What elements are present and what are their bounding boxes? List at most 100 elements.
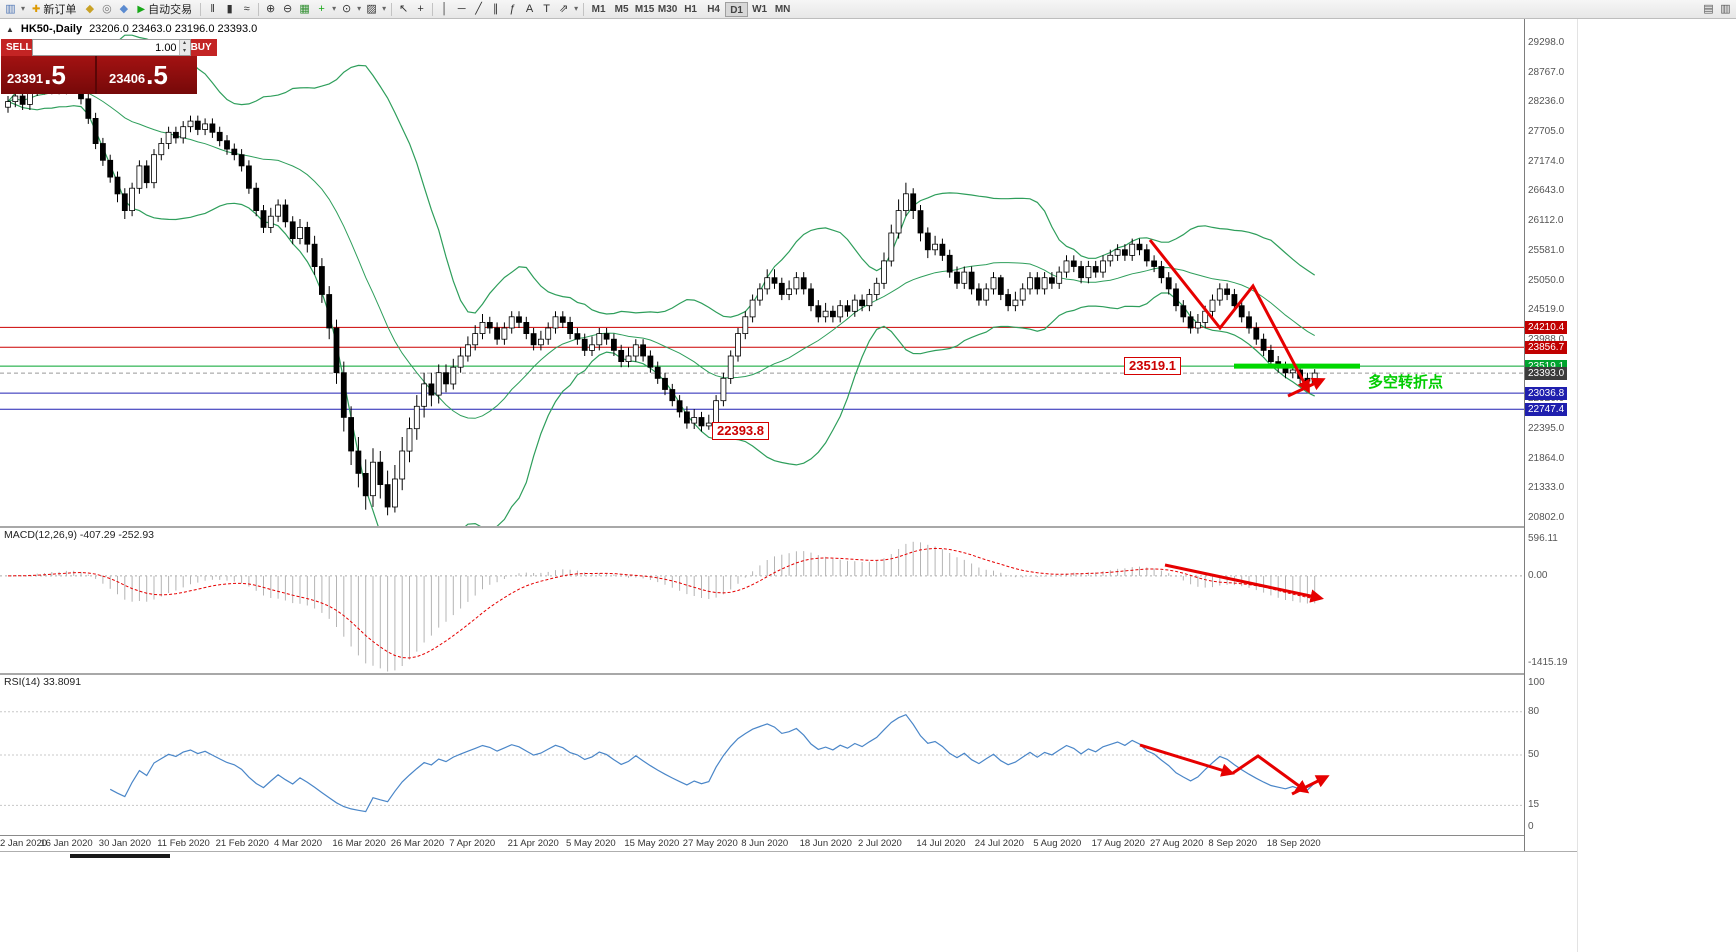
buy-price[interactable]: 23406 .5 — [97, 56, 197, 94]
main-chart-canvas[interactable] — [0, 19, 1524, 526]
templates-icon[interactable]: ▨ — [366, 3, 377, 15]
timeframe-d1[interactable]: D1 — [725, 1, 749, 17]
horizontal-scrollbar-thumb[interactable] — [70, 854, 170, 858]
pane-divider[interactable] — [0, 673, 1524, 675]
volume-input[interactable] — [32, 40, 179, 55]
vertical-line-icon[interactable]: │ — [441, 3, 449, 15]
new-order-button[interactable]: ✚ 新订单 — [27, 1, 81, 17]
chart-window[interactable]: ▲ HK50-,Daily 23206.0 23463.0 23196.0 23… — [0, 19, 1524, 851]
red-trend-arrow[interactable] — [1232, 754, 1310, 794]
turning-point-annotation[interactable]: 多空转折点 — [1368, 374, 1444, 391]
timeframe-w1[interactable]: W1 — [752, 3, 768, 15]
timeframe-h1[interactable]: H1 — [684, 3, 697, 15]
timeframe-m15[interactable]: M15 — [634, 3, 655, 15]
indicators-icon[interactable]: + — [318, 3, 325, 15]
macd-canvas[interactable] — [0, 528, 1524, 673]
candle-body — [231, 148, 238, 156]
red-trend-arrow[interactable] — [1139, 743, 1235, 777]
rsi-line — [109, 713, 1316, 813]
date-axis[interactable]: 2 Jan 2020 16 Jan 2020 30 Jan 2020 11 Feb 2… — [0, 836, 1524, 851]
date-label: 16 Mar 2020 — [332, 838, 386, 849]
scale-label: 24519.0 — [1528, 304, 1565, 316]
arrows-dropdown-icon[interactable]: ▾ — [574, 4, 579, 13]
depth-of-market-icon[interactable]: ▤ — [1703, 3, 1714, 15]
candle-body — [735, 333, 741, 357]
candle-body — [866, 294, 873, 307]
text-icon[interactable]: A — [525, 3, 534, 15]
candle-body — [340, 372, 347, 418]
chart-list-dropdown-icon[interactable]: ▾ — [20, 4, 25, 13]
timeframe-h4[interactable]: H4 — [707, 3, 720, 15]
candle-body — [479, 321, 486, 334]
rsi-pane[interactable]: RSI(14) 33.8091 — [0, 675, 1524, 835]
fibonacci-icon[interactable]: ƒ — [509, 3, 516, 15]
candle-body — [698, 417, 705, 427]
candle-body — [224, 140, 230, 150]
indicators-dropdown-icon[interactable]: ▾ — [332, 4, 337, 13]
periods-icon[interactable]: ⊙ — [341, 3, 352, 15]
macd-pane[interactable]: MACD(12,26,9) -407.29 -252.93 — [0, 528, 1524, 673]
equidistant-channel-icon[interactable]: ∥ — [492, 3, 499, 15]
volume-up-button[interactable]: ▴ — [178, 40, 190, 48]
horizontal-line-icon[interactable]: ─ — [457, 3, 466, 15]
popup-prices-icon[interactable]: ▥ — [1720, 3, 1731, 15]
candle-body — [289, 221, 296, 240]
scale-label: 15 — [1528, 799, 1540, 811]
rsi-canvas[interactable] — [0, 675, 1524, 835]
candle-body — [559, 316, 566, 323]
cursor-icon[interactable]: ↖ — [398, 3, 409, 15]
arrows-icon[interactable]: ⇗ — [558, 3, 569, 15]
candle-body — [676, 400, 683, 413]
sell-price[interactable]: 23391 .5 — [1, 56, 97, 94]
scale-label: 0 — [1528, 821, 1534, 832]
candle-body — [253, 187, 260, 211]
alerts-icon[interactable]: ◆ — [119, 3, 129, 15]
price-scale[interactable]: 29298.0 28767.0 28236.0 27705.0 27174.0 26643… — [1524, 19, 1577, 851]
volume-down-button[interactable]: ▾ — [178, 47, 190, 55]
scale-label: 25581.0 — [1528, 244, 1565, 256]
trendline-icon[interactable]: ╱ — [475, 3, 482, 15]
crosshair-icon[interactable]: + — [417, 3, 424, 15]
candle-body — [1063, 260, 1070, 273]
sell-button[interactable]: SELL — [1, 39, 32, 56]
price-annotation-22393[interactable]: 22393.8 — [712, 422, 769, 440]
timeframe-m5[interactable]: M5 — [614, 3, 629, 15]
line-chart-icon[interactable]: ≈ — [243, 3, 250, 15]
price-annotation-23519[interactable]: 23519.1 — [1124, 357, 1181, 375]
zoom-out-icon[interactable]: ⊖ — [282, 3, 293, 15]
bar-chart-icon[interactable]: ‖ — [210, 3, 215, 15]
candle-body — [1238, 305, 1245, 318]
red-trend-arrow[interactable] — [1148, 239, 1310, 394]
auto-trading-button[interactable]: ▶ 自动交易 — [132, 1, 197, 17]
red-trend-arrow[interactable] — [1291, 775, 1330, 796]
pane-divider[interactable] — [0, 526, 1524, 528]
one-click-collapse-icon[interactable]: ▲ — [6, 24, 14, 34]
timeframe-mn[interactable]: MN — [774, 3, 791, 15]
candle-body — [1129, 243, 1136, 256]
tile-windows-icon[interactable]: ▦ — [299, 3, 310, 15]
buy-button[interactable]: BUY — [190, 39, 217, 56]
timeframe-m30[interactable]: M30 — [657, 3, 678, 15]
search-icon[interactable]: ◎ — [102, 3, 112, 15]
mql-community-icon[interactable]: ◆ — [85, 3, 95, 15]
candle-body — [851, 299, 858, 312]
red-trend-arrow[interactable] — [1287, 377, 1326, 398]
candle-body — [85, 98, 92, 119]
zoom-in-icon[interactable]: ⊕ — [265, 3, 276, 15]
main-chart-pane[interactable]: ▲ HK50-,Daily 23206.0 23463.0 23196.0 23… — [0, 19, 1524, 526]
candle-body — [267, 215, 274, 228]
candle-body — [1107, 254, 1114, 262]
pane-divider — [0, 835, 1524, 836]
scale-label: 28767.0 — [1528, 66, 1565, 78]
red-trend-arrow[interactable] — [1164, 563, 1324, 603]
timeframe-m1[interactable]: M1 — [591, 3, 606, 15]
candle-body — [391, 478, 398, 508]
candlestick-chart-icon[interactable]: ▮ — [226, 3, 233, 15]
new-chart-icon[interactable]: ▥ — [5, 3, 16, 15]
chart-symbol-line: ▲ HK50-,Daily 23206.0 23463.0 23196.0 23… — [6, 23, 257, 35]
text-label-icon[interactable]: T — [543, 3, 550, 15]
templates-dropdown-icon[interactable]: ▾ — [382, 4, 387, 13]
candle-body — [464, 344, 471, 357]
periods-dropdown-icon[interactable]: ▾ — [357, 4, 362, 13]
candle-body — [238, 154, 245, 167]
